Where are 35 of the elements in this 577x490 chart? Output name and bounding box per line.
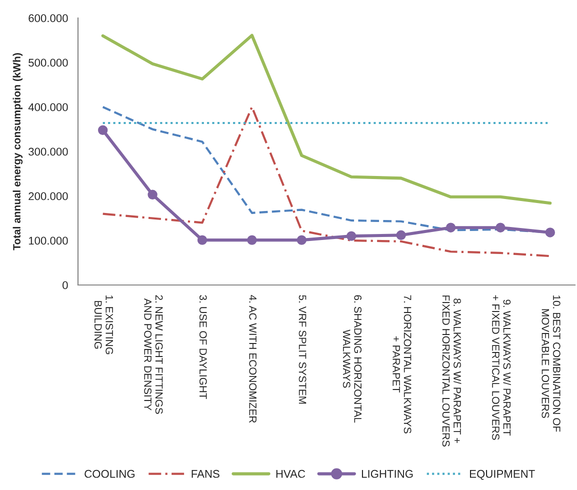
- y-tick-label: 100.000: [28, 236, 68, 245]
- line-series: [102, 106, 552, 258]
- point: [496, 222, 506, 232]
- point: [148, 190, 158, 200]
- x-tick-label: 1. EXISTING BUILDING: [94, 296, 114, 354]
- x-tick-label: 5. VRF SPLIT SYSTEM: [298, 295, 306, 404]
- x-tick-label: 8. WALKWAYS W/ PARAPET + FIXED HORIZONTAL LOUVERS: [442, 296, 462, 446]
- point: [247, 235, 257, 245]
- legend-label: FANS: [192, 470, 220, 478]
- y-tick-label: 0: [62, 281, 68, 290]
- y-tick-label: 500.000: [28, 58, 68, 67]
- x-tick-label: 9. WALKWAYS W/ PARAPET + FIXED VERTICAL LOUVERS: [492, 295, 511, 440]
- y-axis-title: Total annual energy consumption (kWh): [12, 53, 23, 250]
- legend-label: EQUIPMENT: [470, 470, 535, 480]
- point: [197, 235, 208, 245]
- x-tick-label: 10. BEST COMBINATION OF MOVEABLE LOUVERS: [542, 296, 560, 432]
- x-tick-label: 6. SHADING HORIZONTAL WALKWAYS: [342, 295, 362, 423]
- y-tick-label: 300.000: [28, 148, 68, 156]
- point: [98, 125, 108, 135]
- point: [545, 228, 556, 238]
- y-tick-label: 400.000: [28, 103, 68, 112]
- y-tick-label: 600.000: [28, 14, 68, 22]
- y-tick-label: 200.000: [28, 192, 68, 200]
- point: [396, 230, 406, 240]
- point: [296, 235, 307, 245]
- legend-label: COOLING: [84, 470, 134, 478]
- x-tick-label: 2. NEW LIGHT FITTINGS AND POWER DENSITY: [144, 295, 163, 414]
- x-tick-label: 4. AC WITH ECONOMIZER: [249, 294, 257, 423]
- x-tick-label: 7. HORIZONTAL WALKWAYS + PARAPET: [392, 295, 412, 434]
- line-series: [101, 34, 552, 205]
- legend-label: LIGHTING: [362, 470, 413, 478]
- point: [346, 231, 356, 241]
- point: [446, 222, 456, 232]
- x-tick-label: 3. USE OF DAYLIGHT: [199, 295, 207, 400]
- legend-label: HVAC: [276, 470, 306, 478]
